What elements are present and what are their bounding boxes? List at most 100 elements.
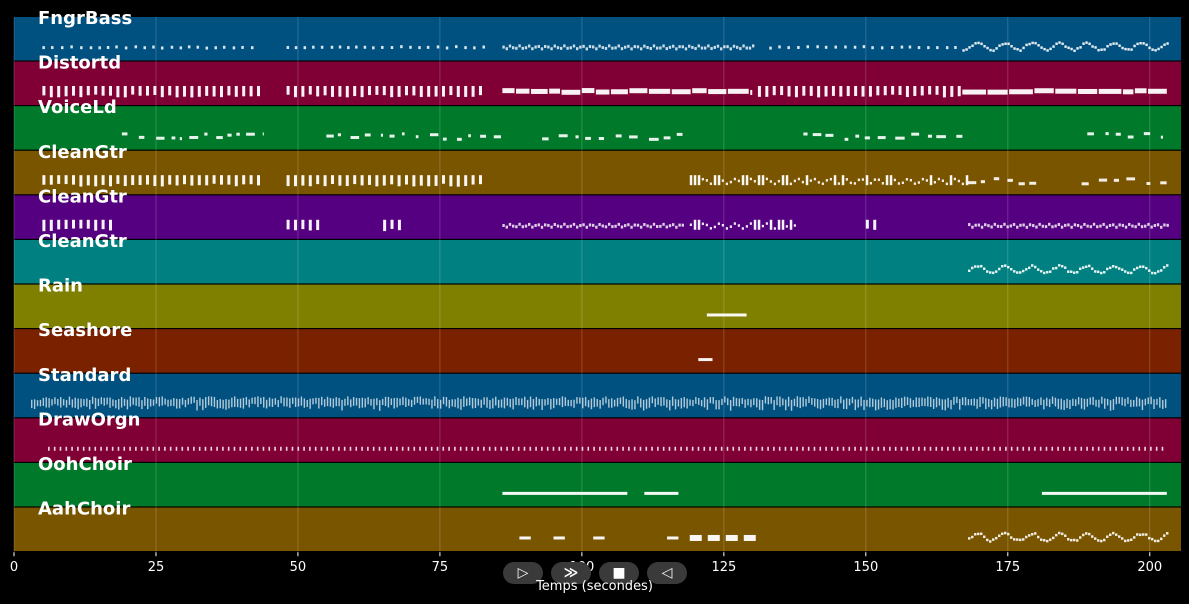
note: [564, 446, 566, 451]
note: [817, 181, 820, 184]
track-lane: [14, 61, 1181, 105]
note: [97, 398, 100, 407]
note: [848, 398, 851, 406]
note: [816, 399, 819, 409]
note: [1144, 224, 1147, 228]
note: [553, 536, 565, 540]
note: [633, 223, 636, 227]
note: [567, 399, 569, 407]
note: [471, 398, 474, 409]
note: [483, 446, 485, 451]
note: [785, 175, 789, 186]
note: [251, 446, 253, 451]
rewind-button[interactable]: ◁: [647, 562, 687, 584]
note: [160, 46, 164, 50]
note: [753, 219, 757, 230]
note: [747, 398, 749, 406]
note: [1077, 88, 1098, 94]
note: [222, 399, 224, 409]
note: [689, 534, 702, 541]
note: [409, 45, 412, 49]
note: [1106, 267, 1109, 271]
note: [129, 446, 131, 451]
note: [1118, 396, 1120, 404]
note: [876, 85, 880, 96]
note: [659, 46, 662, 50]
note: [381, 45, 384, 49]
note: [31, 399, 33, 409]
note: [1127, 271, 1130, 275]
note: [534, 45, 537, 49]
note: [123, 85, 127, 98]
note: [1085, 41, 1088, 44]
note: [187, 45, 191, 49]
note: [1022, 538, 1025, 541]
note: [360, 175, 364, 186]
note: [1001, 264, 1004, 268]
note: [709, 397, 712, 404]
fast-forward-button[interactable]: ≫: [551, 562, 591, 584]
note: [684, 47, 688, 51]
note: [848, 446, 851, 451]
note: [1091, 535, 1094, 538]
note: [1037, 399, 1039, 407]
note: [971, 535, 974, 539]
note: [1150, 396, 1152, 405]
note: [646, 45, 649, 49]
track-labels: FngrBassDistortdVoiceLdCleanGtrCleanGtrC…: [38, 8, 140, 520]
note: [891, 85, 895, 95]
note: [404, 85, 408, 96]
note: [323, 399, 326, 407]
note: [821, 182, 824, 185]
note: [579, 45, 582, 49]
note: [1031, 41, 1034, 45]
note: [906, 397, 909, 406]
note: [170, 399, 172, 407]
note: [515, 46, 518, 50]
note: [984, 223, 987, 227]
note: [1166, 42, 1169, 45]
note: [210, 396, 213, 407]
note: [289, 398, 291, 408]
note: [506, 397, 509, 406]
note: [401, 132, 405, 136]
note: [982, 397, 984, 404]
note: [874, 399, 877, 411]
note: [1142, 265, 1145, 268]
note: [1076, 47, 1079, 50]
note: [376, 398, 378, 406]
note: [555, 398, 558, 405]
note: [649, 225, 652, 229]
note: [1000, 225, 1003, 229]
note: [1121, 46, 1124, 50]
note: [559, 46, 563, 50]
note: [332, 398, 335, 408]
note: [566, 46, 569, 50]
note: [739, 47, 742, 51]
note: [1127, 48, 1130, 51]
note: [1083, 398, 1086, 410]
note: [877, 446, 880, 451]
note: [662, 222, 665, 226]
note: [662, 44, 665, 48]
note: [1073, 49, 1076, 53]
note: [227, 133, 232, 137]
note: [245, 396, 248, 406]
note: [416, 396, 419, 403]
note: [729, 47, 732, 51]
note: [89, 46, 93, 50]
note: [271, 398, 274, 407]
note: [1103, 446, 1106, 451]
play-button[interactable]: ▷: [503, 562, 543, 584]
note: [1058, 41, 1061, 44]
note: [1004, 531, 1007, 535]
stop-button[interactable]: ■: [599, 562, 639, 584]
note: [494, 446, 497, 451]
track-label: FngrBass: [38, 8, 132, 29]
note: [721, 179, 724, 182]
x-tick-label: 75: [432, 560, 449, 575]
note: [839, 85, 843, 97]
note: [1156, 398, 1158, 405]
note: [1157, 47, 1160, 51]
note: [749, 446, 752, 451]
